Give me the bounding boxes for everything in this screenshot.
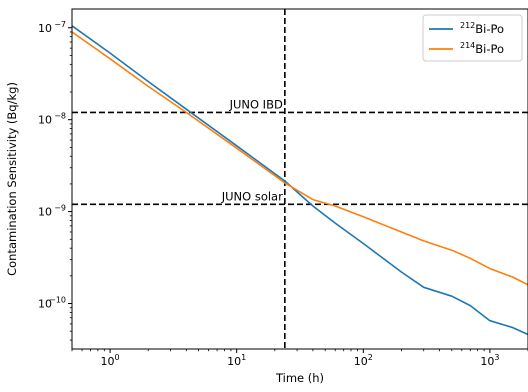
x-tick-label-2: 102 bbox=[354, 353, 373, 368]
x-axis-label: Time (h) bbox=[275, 371, 324, 385]
x-tick-label-3: 103 bbox=[480, 353, 499, 368]
y-tick-exp-2: −8 bbox=[54, 112, 66, 121]
legend-label-212: 212Bi-Po bbox=[460, 21, 504, 36]
y-tick-exp-1: −9 bbox=[54, 204, 66, 213]
x-tick-label-0: 100 bbox=[101, 353, 120, 368]
y-tick-label-1: 10 bbox=[38, 206, 52, 219]
y-tick-exp-0: −10 bbox=[49, 296, 66, 305]
y-tick-label-3: 10 bbox=[38, 22, 52, 35]
series-lines bbox=[71, 25, 528, 336]
legend-label-214: 214Bi-Po bbox=[460, 41, 504, 56]
series-line-212 bbox=[71, 25, 528, 336]
y-tick-label-0: 10 bbox=[38, 298, 52, 311]
plot-frame bbox=[71, 8, 528, 350]
ref-label-0: JUNO IBD bbox=[229, 97, 283, 111]
reference-lines: JUNO IBD JUNO solar bbox=[72, 9, 528, 349]
y-tick-label-2: 10 bbox=[38, 114, 52, 127]
x-tick-label-1: 101 bbox=[227, 353, 246, 368]
y-axis-label: Contamination Sensitivity (Bq/kg) bbox=[5, 82, 19, 276]
legend: 212Bi-Po 214Bi-Po bbox=[422, 14, 523, 62]
series-line-214 bbox=[71, 31, 528, 286]
y-tick-exp-3: −7 bbox=[54, 20, 66, 29]
ref-label-1: JUNO solar bbox=[221, 189, 283, 203]
